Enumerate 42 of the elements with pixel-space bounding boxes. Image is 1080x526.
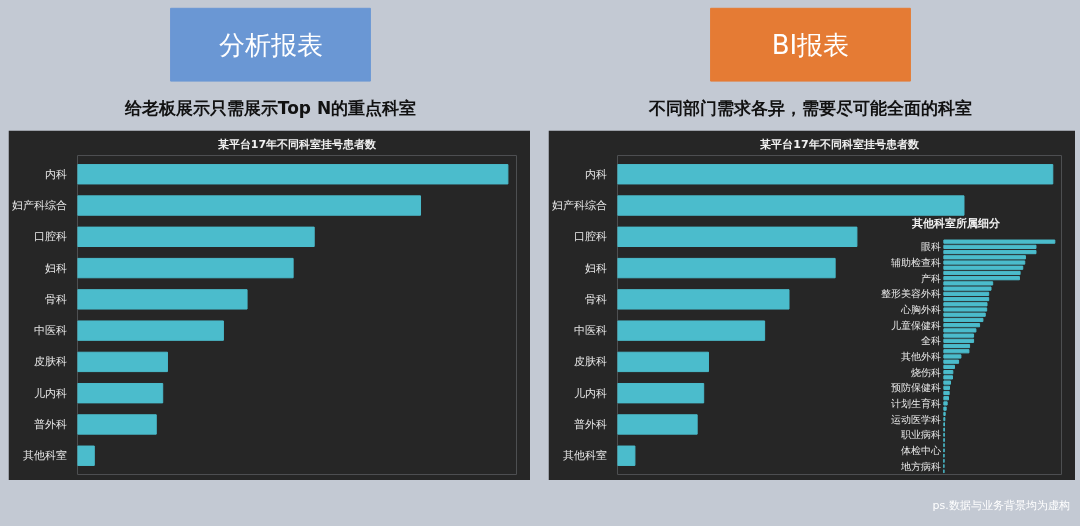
y-tick-label: 计划生育科 xyxy=(890,397,941,409)
y-tick-label: 产科 xyxy=(920,272,941,284)
y-tick-label: 眼科 xyxy=(920,241,941,253)
y-tick-label: 心胸外科 xyxy=(899,304,941,315)
y-tick-label: 骨科 xyxy=(44,292,67,306)
y-tick-label: 儿内科 xyxy=(33,386,67,400)
y-tick-label: 其他外科 xyxy=(900,350,941,362)
y-tick-label: 普外科 xyxy=(573,417,607,431)
y-tick-label: 内科 xyxy=(44,167,67,181)
y-tick-label: 儿内科 xyxy=(573,386,607,400)
y-tick-label: 妇产科综合 xyxy=(551,199,607,213)
y-tick-label: 妇科 xyxy=(584,261,607,275)
y-tick-label: 全科 xyxy=(920,335,941,347)
chart-title: 某平台17年不同科室挂号患者数 xyxy=(216,137,378,151)
y-tick-label: 运动医学科 xyxy=(890,413,941,425)
y-tick-label: 骨科 xyxy=(584,292,607,306)
text: 分析报表 xyxy=(218,29,323,60)
y-tick-label: 预防保健科 xyxy=(890,382,941,394)
y-tick-label: 其他科室 xyxy=(562,449,607,463)
chart-title: 某平台17年不同科室挂号患者数 xyxy=(759,137,920,151)
y-tick-label: 妇产科综合 xyxy=(11,199,67,213)
y-tick-label: 中医科 xyxy=(33,324,67,338)
y-tick-label: 妇科 xyxy=(44,261,67,275)
y-tick-label: 内科 xyxy=(584,167,607,181)
y-tick-label: 辅助检查科 xyxy=(890,257,941,269)
y-tick-label: 普外科 xyxy=(33,417,67,431)
text: 不同部门需求各异，需要尽可能全面的科室 xyxy=(648,98,972,119)
y-tick-label: 中医科 xyxy=(573,324,607,338)
y-tick-label: 体检中心 xyxy=(900,444,941,456)
y-tick-label: 烧伤科 xyxy=(910,366,941,378)
y-tick-label: 职业病科 xyxy=(900,429,941,441)
text: BI报表 xyxy=(771,29,850,60)
chart-title: 其他科室所属细分 xyxy=(910,217,1001,231)
y-tick-label: 皮肤科 xyxy=(33,355,67,369)
y-tick-label: 整形美容外科 xyxy=(880,288,941,300)
text: 给老板展示只需展示Top N的重点科室 xyxy=(123,98,417,119)
y-tick-label: 口腔科 xyxy=(573,230,607,244)
y-tick-label: 皮肤科 xyxy=(573,355,607,369)
y-tick-label: 儿童保健科 xyxy=(890,319,941,331)
y-tick-label: 地方病科 xyxy=(899,460,941,472)
y-tick-label: 其他科室 xyxy=(22,449,67,463)
y-tick-label: 口腔科 xyxy=(33,230,67,244)
